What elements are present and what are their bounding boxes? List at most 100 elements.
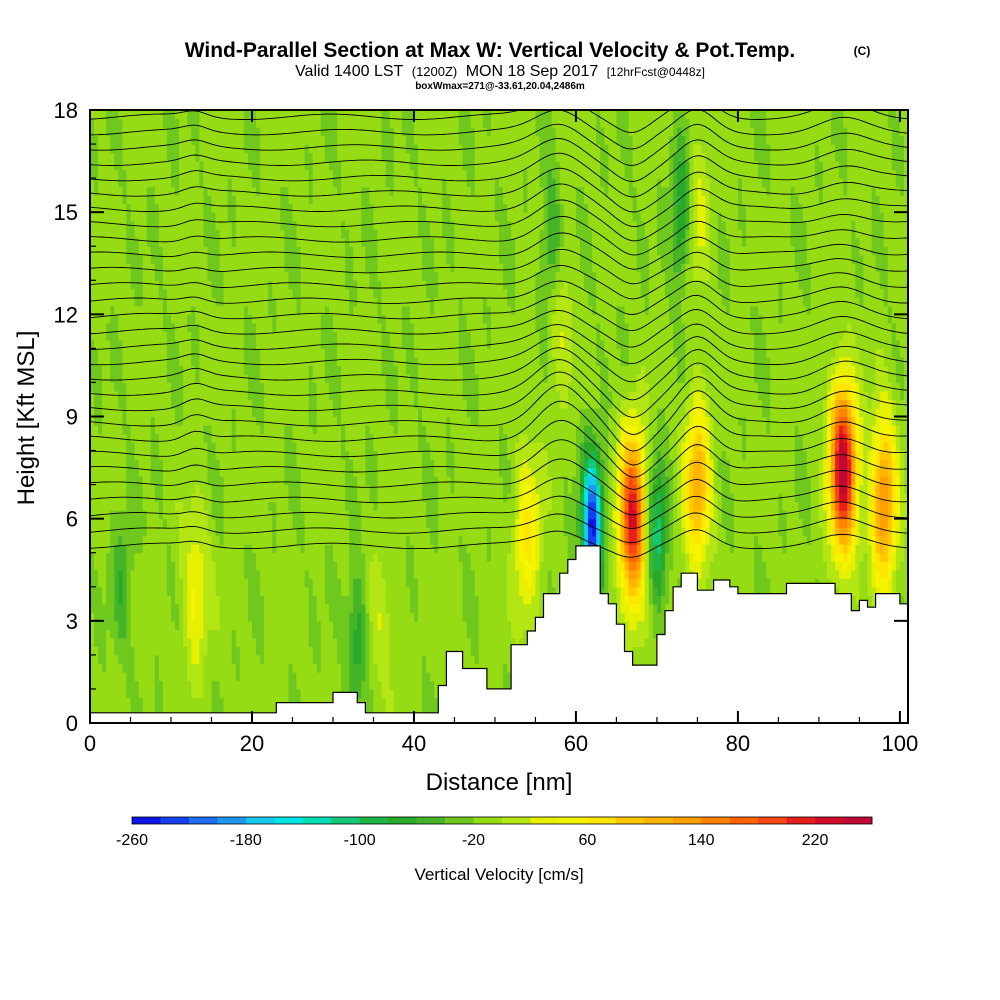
velocity-cell bbox=[341, 663, 346, 672]
velocity-cell bbox=[155, 314, 160, 323]
velocity-cell bbox=[309, 680, 314, 689]
velocity-cell bbox=[333, 451, 338, 460]
velocity-cell bbox=[211, 570, 216, 579]
velocity-cell bbox=[191, 570, 196, 579]
velocity-cell bbox=[236, 680, 241, 689]
velocity-cell bbox=[329, 510, 334, 519]
velocity-cell bbox=[94, 485, 99, 494]
velocity-cell bbox=[220, 638, 225, 647]
velocity-cell bbox=[240, 204, 245, 213]
velocity-cell bbox=[240, 357, 245, 366]
velocity-cell bbox=[301, 646, 306, 655]
velocity-cell bbox=[297, 587, 302, 596]
velocity-cell bbox=[126, 280, 131, 289]
velocity-cell bbox=[305, 161, 310, 170]
velocity-cell bbox=[114, 442, 119, 451]
velocity-cell bbox=[309, 289, 314, 298]
velocity-cell bbox=[244, 442, 249, 451]
velocity-cell bbox=[118, 510, 123, 519]
velocity-cell bbox=[203, 553, 208, 562]
velocity-cell bbox=[353, 519, 358, 528]
velocity-cell bbox=[341, 229, 346, 238]
velocity-cell bbox=[135, 340, 140, 349]
velocity-cell bbox=[183, 544, 188, 553]
velocity-cell bbox=[317, 119, 322, 128]
velocity-cell bbox=[98, 136, 103, 145]
velocity-cell bbox=[126, 110, 131, 119]
velocity-cell bbox=[195, 578, 200, 587]
velocity-cell bbox=[220, 229, 225, 238]
velocity-cell bbox=[199, 153, 204, 162]
velocity-cell bbox=[317, 280, 322, 289]
velocity-cell bbox=[135, 587, 140, 596]
velocity-cell bbox=[195, 280, 200, 289]
velocity-cell bbox=[191, 340, 196, 349]
velocity-cell bbox=[321, 195, 326, 204]
velocity-cell bbox=[163, 476, 168, 485]
velocity-cell bbox=[183, 425, 188, 434]
velocity-cell bbox=[195, 204, 200, 213]
velocity-cell bbox=[114, 425, 119, 434]
velocity-cell bbox=[195, 663, 200, 672]
velocity-cell bbox=[248, 408, 253, 417]
velocity-cell bbox=[179, 595, 184, 604]
velocity-cell bbox=[199, 451, 204, 460]
velocity-cell bbox=[248, 485, 253, 494]
velocity-cell bbox=[102, 663, 107, 672]
velocity-cell bbox=[183, 161, 188, 170]
velocity-cell bbox=[98, 425, 103, 434]
velocity-cell bbox=[118, 246, 123, 255]
velocity-cell bbox=[171, 510, 176, 519]
velocity-cell bbox=[268, 621, 273, 630]
velocity-cell bbox=[341, 570, 346, 579]
velocity-cell bbox=[139, 578, 144, 587]
velocity-cell bbox=[126, 417, 131, 426]
velocity-cell bbox=[211, 408, 216, 417]
velocity-cell bbox=[139, 663, 144, 672]
velocity-cell bbox=[126, 246, 131, 255]
velocity-cell bbox=[333, 195, 338, 204]
velocity-cell bbox=[353, 493, 358, 502]
velocity-cell bbox=[94, 187, 99, 196]
velocity-cell bbox=[147, 153, 152, 162]
velocity-cell bbox=[244, 212, 249, 221]
velocity-cell bbox=[248, 502, 253, 511]
velocity-cell bbox=[337, 382, 342, 391]
velocity-cell bbox=[240, 638, 245, 647]
velocity-cell bbox=[122, 587, 127, 596]
velocity-cell bbox=[224, 391, 229, 400]
velocity-cell bbox=[305, 553, 310, 562]
velocity-cell bbox=[268, 553, 273, 562]
velocity-cell bbox=[228, 544, 233, 553]
velocity-cell bbox=[183, 314, 188, 323]
velocity-cell bbox=[114, 136, 119, 145]
velocity-cell bbox=[191, 314, 196, 323]
velocity-cell bbox=[159, 170, 164, 179]
velocity-cell bbox=[309, 587, 314, 596]
velocity-cell bbox=[199, 604, 204, 613]
velocity-cell bbox=[313, 263, 318, 272]
velocity-cell bbox=[256, 110, 261, 119]
velocity-cell bbox=[321, 451, 326, 460]
velocity-cell bbox=[126, 621, 131, 630]
velocity-cell bbox=[276, 246, 281, 255]
velocity-cell bbox=[232, 553, 237, 562]
velocity-cell bbox=[329, 672, 334, 681]
velocity-cell bbox=[118, 663, 123, 672]
velocity-cell bbox=[284, 289, 289, 298]
velocity-cell bbox=[288, 527, 293, 536]
velocity-cell bbox=[301, 340, 306, 349]
velocity-cell bbox=[353, 434, 358, 443]
velocity-cell bbox=[256, 391, 261, 400]
velocity-cell bbox=[248, 425, 253, 434]
velocity-cell bbox=[321, 323, 326, 332]
velocity-cell bbox=[220, 144, 225, 153]
velocity-cell bbox=[118, 604, 123, 613]
velocity-cell bbox=[325, 621, 330, 630]
velocity-cell bbox=[236, 689, 241, 698]
velocity-cell bbox=[276, 417, 281, 426]
velocity-cell bbox=[268, 519, 273, 528]
velocity-cell bbox=[114, 561, 119, 570]
velocity-cell bbox=[110, 510, 115, 519]
velocity-cell bbox=[301, 357, 306, 366]
